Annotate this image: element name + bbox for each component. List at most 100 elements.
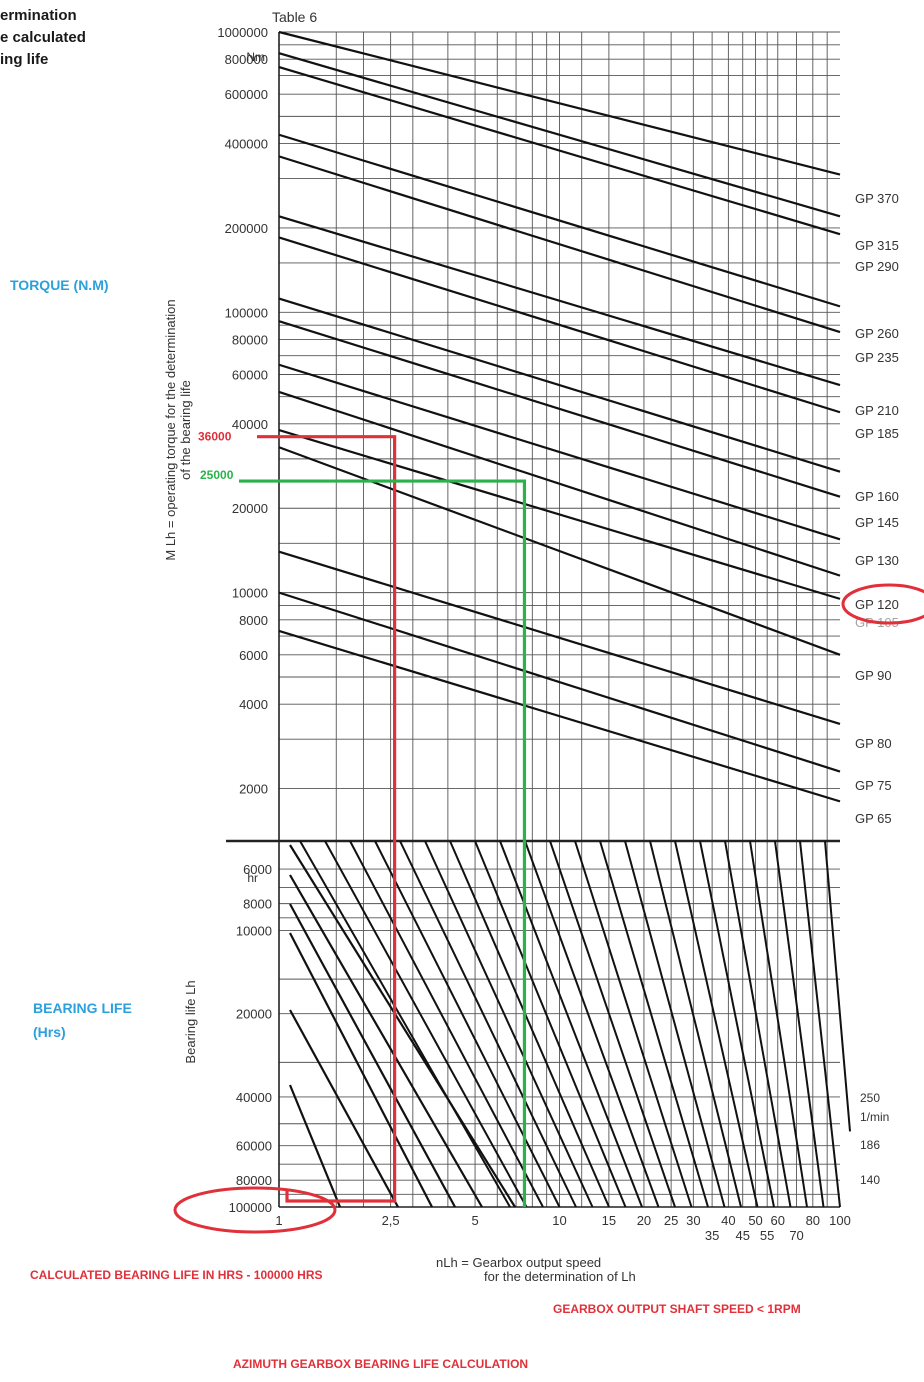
torque-series-line bbox=[278, 133, 841, 308]
xtick-label: 5 bbox=[471, 1213, 478, 1228]
xtick-label: 45 bbox=[735, 1228, 749, 1243]
series-label: GP 75 bbox=[855, 778, 892, 793]
torque-unit-label: Nm bbox=[246, 50, 265, 64]
torque-axis-title-2: of the bearing life bbox=[178, 380, 193, 480]
top-ytick-label: 200000 bbox=[225, 221, 268, 236]
torque-series-line bbox=[278, 30, 841, 176]
series-label: GP 260 bbox=[855, 326, 899, 341]
torque-series-line bbox=[278, 52, 841, 218]
speed-axis-title-2: for the determination of Lh bbox=[484, 1269, 636, 1284]
green-trace bbox=[239, 479, 527, 1207]
xtick-label: 40 bbox=[721, 1213, 735, 1228]
life-line bbox=[289, 844, 516, 1208]
green-torque-label: 25000 bbox=[200, 468, 234, 482]
top-ytick-label: 600000 bbox=[225, 87, 268, 102]
series-label: GP 370 bbox=[855, 191, 899, 206]
bottom-ytick-label: 6000 bbox=[243, 862, 272, 877]
series-label: GP 130 bbox=[855, 553, 899, 568]
header-line-3: ing life bbox=[0, 51, 49, 68]
xtick-label: 2,5 bbox=[382, 1213, 400, 1228]
life-line bbox=[289, 932, 433, 1208]
xtick-label: 100 bbox=[829, 1213, 851, 1228]
xtick-label: 20 bbox=[637, 1213, 651, 1228]
xtick-label: 50 bbox=[748, 1213, 762, 1228]
life-line bbox=[549, 840, 676, 1208]
speed-label: 140 bbox=[860, 1173, 880, 1187]
series-label: GP 290 bbox=[855, 259, 899, 274]
torque-series-line bbox=[278, 429, 841, 600]
bottom-ytick-label: 20000 bbox=[236, 1007, 272, 1022]
life-line bbox=[349, 840, 544, 1208]
torque-series-line bbox=[278, 550, 841, 726]
xtick-label: 10 bbox=[552, 1213, 566, 1228]
life-line bbox=[299, 840, 511, 1208]
series-label: GP 235 bbox=[855, 350, 899, 365]
bottom-ytick-label: 100000 bbox=[229, 1200, 272, 1215]
top-ytick-label: 4000 bbox=[239, 697, 268, 712]
hours-unit-label: hr bbox=[247, 871, 258, 885]
speed-label: 250 bbox=[860, 1091, 880, 1105]
life-line bbox=[749, 840, 808, 1208]
life-line bbox=[289, 874, 483, 1208]
torque-series-line bbox=[278, 320, 841, 498]
top-ytick-label: 60000 bbox=[232, 368, 268, 383]
speed-label: 186 bbox=[860, 1138, 880, 1152]
header-line-1: ermination bbox=[0, 7, 77, 24]
top-ytick-label: 6000 bbox=[239, 648, 268, 663]
torque-side-label: TORQUE (N.M) bbox=[10, 277, 109, 293]
bottom-ytick-label: 60000 bbox=[236, 1139, 272, 1154]
series-label: GP 160 bbox=[855, 489, 899, 504]
life-line bbox=[474, 840, 627, 1208]
life-line bbox=[424, 840, 594, 1208]
life-line bbox=[289, 903, 456, 1208]
torque-series-line bbox=[278, 65, 841, 236]
life-line bbox=[324, 840, 528, 1208]
series-label: GP 315 bbox=[855, 238, 899, 253]
bottom-ytick-label: 8000 bbox=[243, 897, 272, 912]
life-line bbox=[374, 840, 561, 1208]
bottom-ytick-label: 10000 bbox=[236, 923, 272, 938]
series-label: GP 80 bbox=[855, 736, 892, 751]
top-ytick-label: 8000 bbox=[239, 613, 268, 628]
top-ytick-label: 40000 bbox=[232, 417, 268, 432]
xtick-label: 15 bbox=[602, 1213, 616, 1228]
life-line bbox=[624, 840, 726, 1208]
torque-series-line bbox=[278, 215, 841, 387]
life-line bbox=[699, 840, 775, 1208]
xtick-label: 60 bbox=[771, 1213, 785, 1228]
circled-life-marker bbox=[173, 1186, 337, 1234]
top-ytick-label: 800000 bbox=[225, 52, 268, 67]
speed-label: 1/min bbox=[860, 1110, 889, 1124]
top-ytick-label: 2000 bbox=[239, 782, 268, 797]
bottom-ytick-label: 40000 bbox=[236, 1090, 272, 1105]
torque-series-line bbox=[278, 363, 841, 541]
life-line bbox=[289, 1009, 399, 1208]
red-torque-label: 36000 bbox=[198, 430, 232, 444]
series-label: GP 210 bbox=[855, 403, 899, 418]
speed-note: GEARBOX OUTPUT SHAFT SPEED < 1RPM bbox=[553, 1302, 801, 1316]
calculated-life-note: CALCULATED BEARING LIFE IN HRS - 100000 … bbox=[30, 1268, 323, 1282]
xtick-label: 55 bbox=[760, 1228, 774, 1243]
bearing-axis-title: Bearing life Lh bbox=[183, 980, 198, 1063]
life-line bbox=[524, 840, 660, 1208]
life-line bbox=[499, 840, 643, 1208]
torque-series-line bbox=[278, 390, 841, 577]
series-label: GP 145 bbox=[855, 515, 899, 530]
life-line bbox=[824, 840, 851, 1132]
torque-series-line bbox=[278, 297, 841, 473]
top-ytick-label: 100000 bbox=[225, 305, 268, 320]
bearing-life-side-label: BEARING LIFE bbox=[33, 1000, 132, 1016]
life-line bbox=[649, 840, 742, 1208]
xtick-label: 25 bbox=[664, 1213, 678, 1228]
top-ytick-label: 400000 bbox=[225, 137, 268, 152]
bottom-ytick-label: 80000 bbox=[236, 1173, 272, 1188]
torque-axis-title: M Lh = operating torque for the determin… bbox=[163, 299, 178, 560]
series-label: GP 120 bbox=[855, 597, 899, 612]
life-line bbox=[674, 840, 759, 1208]
life-line bbox=[399, 840, 577, 1208]
bearing-life-side-unit: (Hrs) bbox=[33, 1024, 66, 1040]
life-line bbox=[774, 840, 825, 1208]
xtick-label: 1 bbox=[275, 1213, 282, 1228]
xtick-label: 35 bbox=[705, 1228, 719, 1243]
